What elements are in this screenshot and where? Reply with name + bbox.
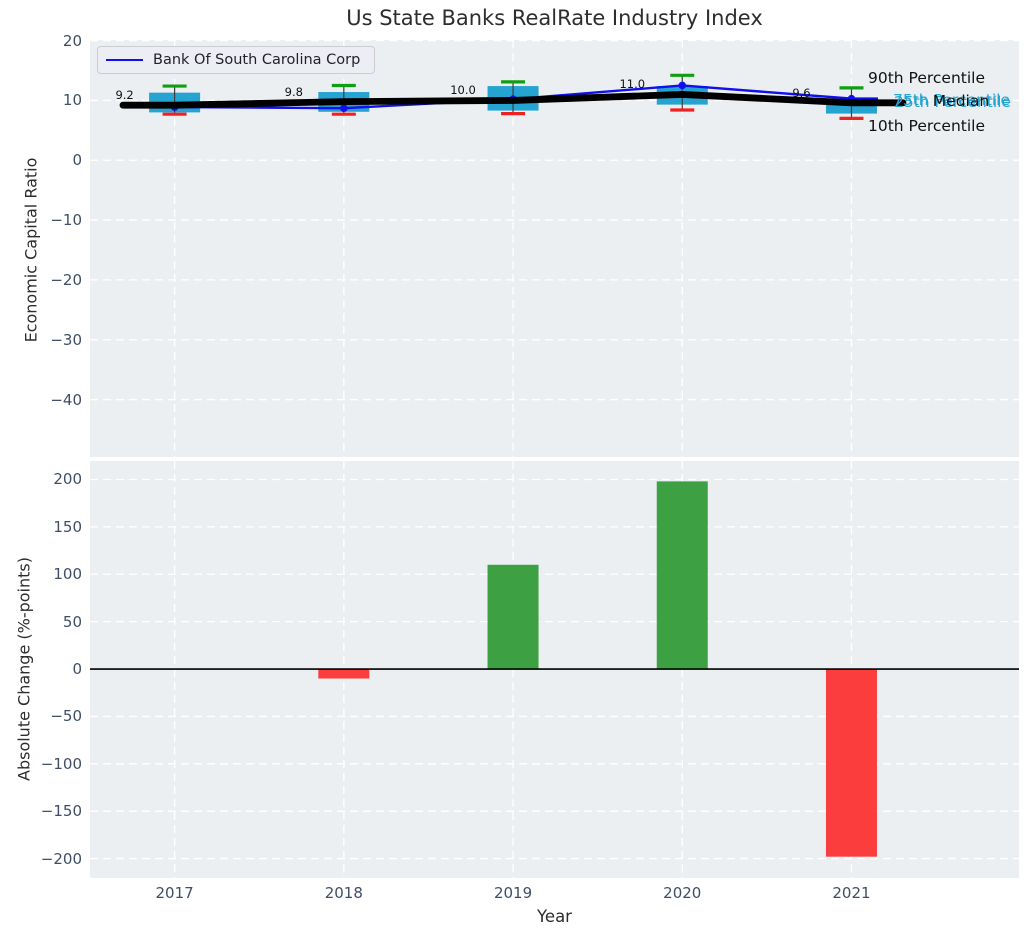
top-ytick-label: −10 (50, 211, 82, 230)
chart-title: Us State Banks RealRate Industry Index (346, 6, 763, 30)
company-marker (340, 104, 348, 113)
bottom-ytick-label: 50 (62, 612, 82, 631)
median-annotation: 9.8 (284, 84, 303, 99)
legend-line-sample (106, 59, 143, 61)
label-75th-percentile: 75th Percentile (893, 91, 1011, 109)
top-ytick-label: −30 (50, 330, 82, 349)
company-marker (678, 81, 687, 90)
xtick-label: 2021 (832, 884, 871, 902)
bottom-ytick-label: −50 (50, 707, 82, 726)
bottom-ytick-label: 100 (53, 565, 82, 584)
xtick-label: 2018 (324, 884, 363, 902)
label-25th-percentile: 25th Percentile (894, 93, 1012, 111)
bar-positive (656, 481, 708, 670)
bottom-ytick-label: −100 (40, 754, 82, 773)
top-ytick-label: −20 (50, 270, 82, 289)
bottom-ytick-label: −150 (40, 802, 82, 821)
bottom-ytick-label: 200 (53, 470, 82, 489)
median-annotation: 10.0 (450, 83, 476, 98)
bar-negative (318, 669, 370, 679)
top-ytick-label: 10 (62, 91, 82, 110)
median-annotation: 9.6 (792, 85, 811, 100)
median-annotation: 11.0 (619, 77, 646, 92)
label-10th-percentile: 10th Percentile (868, 117, 986, 135)
legend-series-label: Bank Of South Carolina Corp (153, 52, 361, 68)
top-y-axis-label: Economic Capital Ratio (21, 157, 41, 343)
legend: Bank Of South Carolina Corp (97, 46, 376, 74)
bar-negative (825, 669, 877, 857)
xtick-label: 2019 (493, 884, 533, 902)
bottom-ytick-label: 150 (53, 517, 82, 536)
xtick-label: 2020 (663, 884, 702, 902)
bottom-ytick-label: −200 (40, 849, 82, 868)
bottom-ytick-label: 0 (72, 660, 82, 679)
top-ytick-label: 0 (72, 151, 82, 170)
x-axis-label: Year (537, 907, 572, 926)
median-annotation: 9.2 (115, 88, 134, 103)
top-ytick-label: 20 (62, 31, 82, 50)
label-90th-percentile: 90th Percentile (868, 69, 986, 87)
bar-positive (487, 564, 539, 670)
top-ytick-label: −40 (50, 390, 82, 409)
median-line (119, 91, 907, 109)
xtick-label: 2017 (155, 884, 194, 902)
label-median: Median (932, 92, 990, 110)
